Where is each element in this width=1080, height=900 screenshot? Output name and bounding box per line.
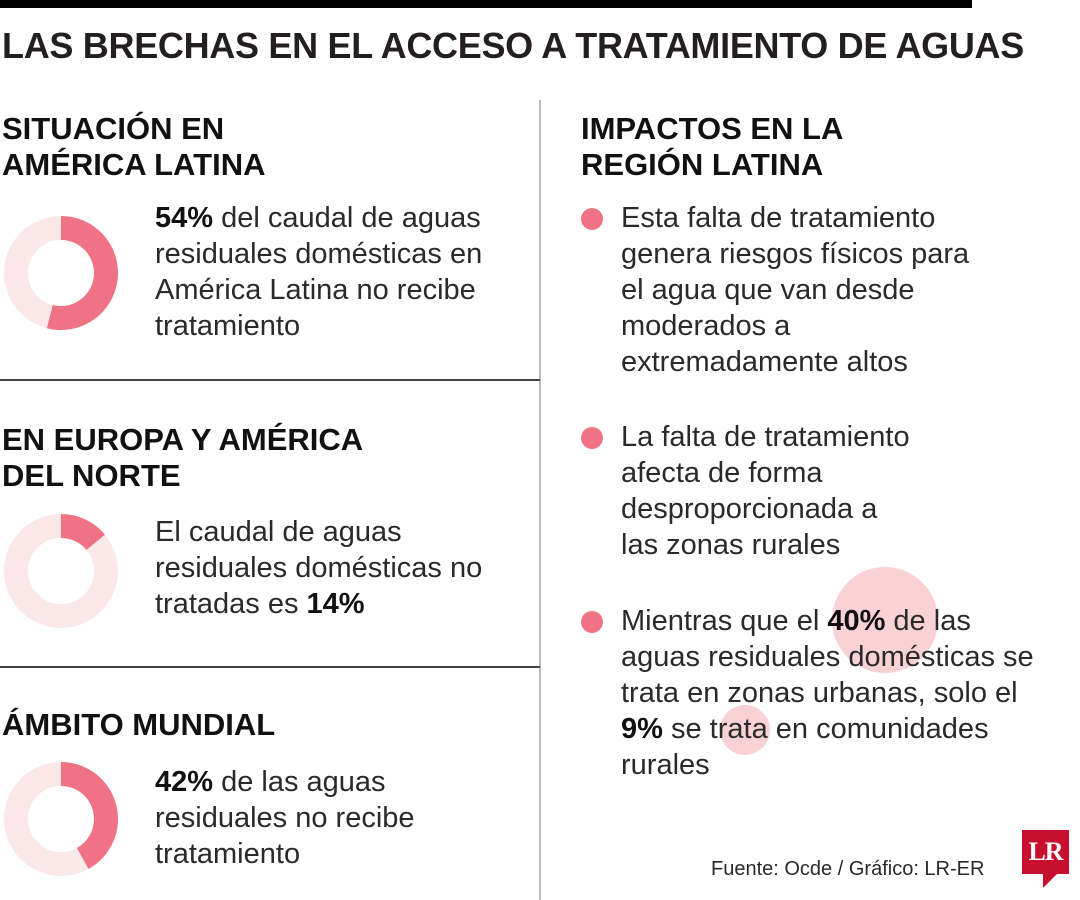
column-divider	[539, 100, 541, 900]
donut-chart-latin-america	[4, 216, 118, 330]
percent-highlight: 14%	[306, 588, 365, 620]
source-credit: Fuente: Ocde / Gráfico: LR-ER	[711, 858, 985, 880]
bullet-dot	[581, 208, 603, 230]
page-title: LAS BRECHAS EN EL ACCESO A TRATAMIENTO D…	[2, 25, 1024, 66]
donut-segment	[46, 216, 118, 330]
urban-percent-bubble	[832, 567, 938, 673]
description-global: 42% de las aguas residuales no recibe tr…	[155, 764, 435, 872]
bullet-text-rural: La falta de tratamiento afecta de forma …	[621, 421, 910, 561]
section-title-global: ÁMBITO MUNDIAL	[2, 707, 276, 742]
bullet-part: de las aguas residuales domésticas se tr…	[621, 605, 1034, 709]
donut-segment	[61, 514, 105, 550]
section-divider-1	[0, 379, 540, 381]
bullet-part: Mientras que el	[621, 605, 828, 637]
desc-text-after: de las aguas residuales no recibe tratam…	[155, 766, 415, 870]
bullet-text-risks: Esta falta de tratamiento genera riesgos…	[621, 202, 970, 378]
lr-logo: LR	[1022, 830, 1069, 874]
urban-percent-highlight: 40%	[827, 605, 886, 637]
bullet-part: se trata en comunidades rurales	[621, 713, 989, 781]
description-latin-america: 54% del caudal de aguas residuales domés…	[155, 200, 530, 344]
section-divider-2	[0, 666, 540, 668]
rural-percent-bubble	[719, 704, 771, 756]
section-title-europe-north-america: EN EUROPA Y AMÉRICA DEL NORTE	[2, 422, 362, 493]
donut-chart-europe-north-america	[4, 514, 118, 628]
bullet-dot	[581, 611, 603, 633]
donut-chart-global	[4, 762, 118, 876]
bullet-dot	[581, 427, 603, 449]
desc-text-before: El caudal de aguas residuales domésticas…	[155, 516, 483, 620]
desc-text-after: del caudal de aguas residuales doméstica…	[155, 202, 483, 342]
donut-segment	[61, 762, 118, 869]
section-title-impacts: IMPACTOS EN LA REGIÓN LATINA	[581, 111, 843, 182]
section-title-latin-america: SITUACIÓN EN AMÉRICA LATINA	[2, 111, 266, 182]
percent-highlight: 42%	[155, 766, 214, 798]
rural-percent-highlight: 9%	[621, 713, 663, 745]
bullet-text-urban-rural: Mientras que el 40% de las aguas residua…	[621, 603, 1041, 783]
description-europe-north-america: El caudal de aguas residuales domésticas…	[155, 514, 485, 622]
percent-highlight: 54%	[155, 202, 214, 234]
lr-logo-tail	[1043, 874, 1057, 888]
top-rule	[0, 0, 972, 8]
